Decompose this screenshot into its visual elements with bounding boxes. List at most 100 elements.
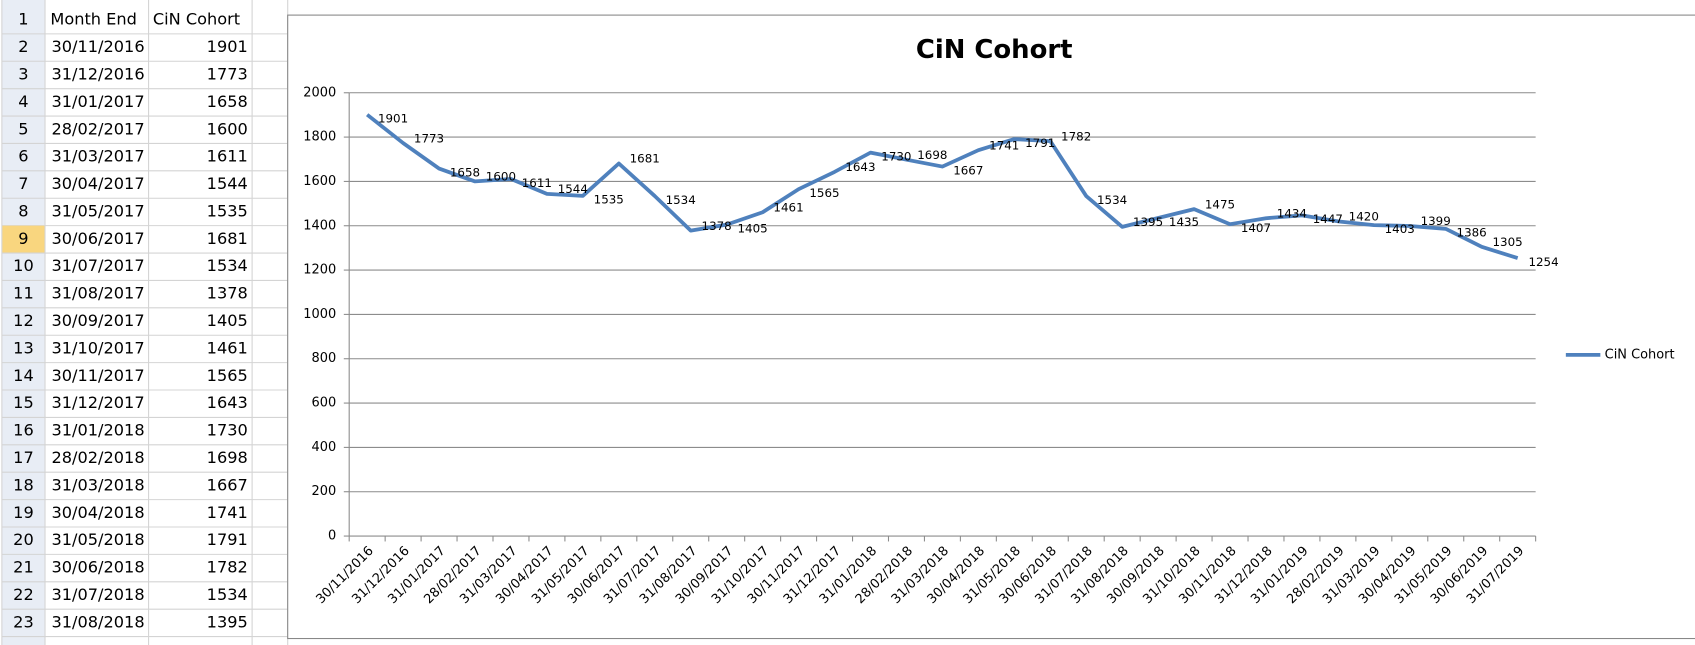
value-cell: 1461 <box>207 338 248 357</box>
value-cell: 1773 <box>207 64 248 83</box>
data-label: 1658 <box>450 165 480 179</box>
date-cell: 30/06/2018 <box>51 558 144 577</box>
y-tick-label: 1400 <box>303 218 336 233</box>
y-tick-label: 2000 <box>303 85 336 100</box>
value-cell: 1534 <box>207 256 248 275</box>
y-tick-label: 800 <box>312 351 337 366</box>
data-label: 1782 <box>1061 129 1091 143</box>
row-number: 5 <box>18 119 28 138</box>
row-number: 17 <box>13 448 34 467</box>
data-label: 1643 <box>845 160 875 174</box>
y-tick-label: 1600 <box>303 174 336 189</box>
row-number: 15 <box>13 393 34 412</box>
y-tick-label: 400 <box>312 440 337 455</box>
header-cell: Month End <box>50 10 136 29</box>
row-number: 18 <box>13 475 34 494</box>
data-label: 1773 <box>414 131 444 145</box>
row-number: 11 <box>13 284 34 303</box>
row-number: 4 <box>18 92 28 111</box>
value-cell: 1667 <box>207 475 248 494</box>
data-label: 1667 <box>953 163 983 177</box>
row-number: 6 <box>18 147 28 166</box>
row-number: 21 <box>13 558 34 577</box>
data-label: 1407 <box>1241 221 1271 235</box>
value-cell: 1611 <box>207 147 248 166</box>
chart-frame <box>287 14 1695 640</box>
date-cell: 31/12/2016 <box>51 64 144 83</box>
date-cell: 28/02/2017 <box>51 119 144 138</box>
value-cell: 1565 <box>207 366 248 385</box>
value-cell: 1901 <box>207 37 248 56</box>
y-tick-label: 0 <box>328 529 336 544</box>
row-number: 22 <box>13 585 34 604</box>
data-label: 1435 <box>1169 215 1199 229</box>
row-number: 3 <box>18 64 28 83</box>
data-label: 1535 <box>594 193 624 207</box>
date-cell: 31/07/2018 <box>51 585 144 604</box>
date-cell: 31/08/2018 <box>51 612 144 631</box>
data-label: 1403 <box>1385 222 1415 236</box>
value-cell: 1658 <box>207 92 248 111</box>
data-label: 1901 <box>378 112 408 126</box>
data-label: 1399 <box>1421 214 1451 228</box>
data-label: 1305 <box>1493 235 1523 249</box>
data-label: 1475 <box>1205 197 1235 211</box>
data-label: 1741 <box>989 138 1019 152</box>
row-header-column <box>1 0 46 645</box>
row-number: 14 <box>13 366 34 385</box>
date-cell: 31/05/2017 <box>51 201 144 220</box>
row-number: 8 <box>18 201 28 220</box>
data-label: 1534 <box>666 193 696 207</box>
value-cell: 1782 <box>207 558 248 577</box>
row-number: 2 <box>18 37 28 56</box>
data-label: 1611 <box>522 176 552 190</box>
header-cell: CiN Cohort <box>153 10 240 29</box>
date-cell: 31/12/2017 <box>51 393 144 412</box>
y-tick-label: 600 <box>312 396 337 411</box>
data-label: 1405 <box>737 221 767 235</box>
value-cell: 1741 <box>207 503 248 522</box>
row-number: 19 <box>13 503 34 522</box>
data-label: 1461 <box>773 200 803 214</box>
data-label: 1791 <box>1025 136 1055 150</box>
row-number: 1 <box>18 10 28 29</box>
date-cell: 31/01/2018 <box>51 421 144 440</box>
date-cell: 28/02/2018 <box>51 448 144 467</box>
value-cell: 1643 <box>207 393 248 412</box>
value-cell: 1378 <box>207 284 248 303</box>
data-label: 1730 <box>881 149 911 163</box>
data-label: 1395 <box>1133 215 1163 229</box>
date-cell: 30/04/2018 <box>51 503 144 522</box>
row-number: 20 <box>13 530 34 549</box>
value-cell: 1791 <box>207 530 248 549</box>
value-cell: 1730 <box>207 421 248 440</box>
row-number: 23 <box>13 612 34 631</box>
y-tick-label: 1000 <box>303 307 336 322</box>
row-number: 7 <box>18 174 28 193</box>
date-cell: 30/09/2017 <box>51 311 144 330</box>
data-label: 1254 <box>1528 255 1558 269</box>
line-series <box>365 113 1519 260</box>
chart-title: CiN Cohort <box>916 35 1073 65</box>
value-cell: 1681 <box>207 229 248 248</box>
y-tick-label: 1200 <box>303 263 336 278</box>
date-cell: 30/06/2017 <box>51 229 144 248</box>
y-tick-label: 1800 <box>303 130 336 145</box>
value-cell: 1405 <box>207 311 248 330</box>
selected-row-header <box>1 225 46 254</box>
row-number: 10 <box>13 256 34 275</box>
data-label: 1681 <box>630 152 660 166</box>
value-cell: 1600 <box>207 119 248 138</box>
data-label: 1386 <box>1457 226 1487 240</box>
value-cell: 1534 <box>207 585 248 604</box>
data-label: 1544 <box>558 182 588 196</box>
date-cell: 31/03/2018 <box>51 475 144 494</box>
data-label: 1565 <box>809 186 839 200</box>
date-cell: 30/04/2017 <box>51 174 144 193</box>
date-cell: 31/08/2017 <box>51 284 144 303</box>
data-label: 1447 <box>1313 212 1343 226</box>
y-tick-label: 200 <box>312 484 337 499</box>
value-cell: 1535 <box>207 201 248 220</box>
data-label: 1534 <box>1097 193 1127 207</box>
